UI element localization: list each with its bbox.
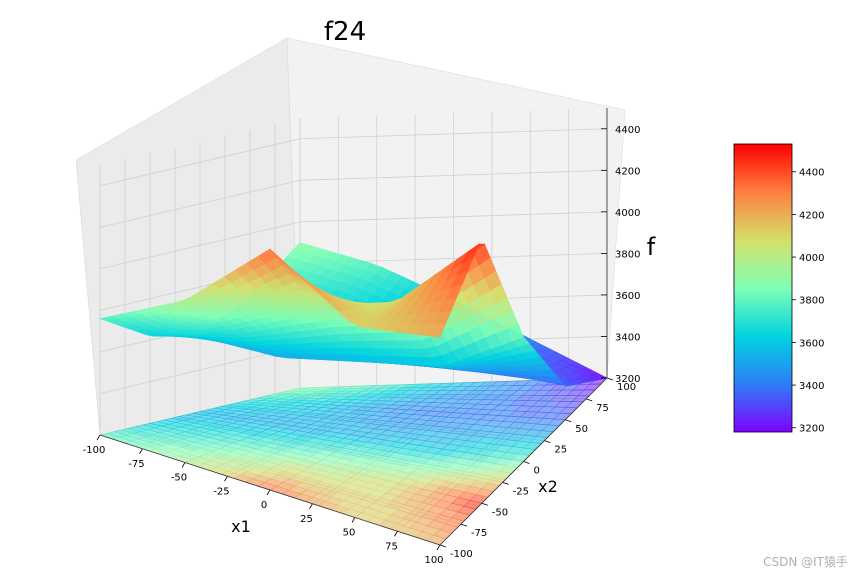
x-tick-label: 75 bbox=[385, 541, 398, 552]
y-tick-label: 25 bbox=[554, 445, 567, 456]
y-tick-mark bbox=[606, 377, 614, 381]
x-tick-mark bbox=[394, 531, 398, 537]
axis-ticks: -100 -75 -50 -25 0 25 50 75 100 -100 -75 -50 -25 0 25 5… bbox=[83, 108, 640, 566]
x-tick-mark bbox=[351, 517, 356, 523]
z-axis-label: f bbox=[647, 233, 656, 261]
colorbar-ticks: 3200 3400 3600 3800 4000 4200 4400 bbox=[792, 168, 824, 435]
colorbar-tick-label: 4000 bbox=[799, 253, 824, 264]
x-tick-label: -50 bbox=[171, 473, 187, 484]
y-tick-mark bbox=[481, 502, 488, 506]
colorbar-tick-label: 4200 bbox=[799, 210, 824, 221]
y-tick-mark bbox=[544, 440, 551, 444]
x-tick-mark bbox=[96, 434, 101, 441]
z-tick-label: 4400 bbox=[615, 125, 640, 136]
colorbar: 3200 3400 3600 3800 4000 4200 4400 bbox=[733, 143, 824, 435]
x-tick-label: -100 bbox=[83, 445, 106, 456]
x-axis-label: x1 bbox=[231, 517, 251, 536]
z-tick-label: 3200 bbox=[615, 374, 640, 385]
back-left-pane bbox=[75, 37, 301, 436]
y-tick-mark bbox=[565, 419, 572, 423]
x-tick-mark bbox=[266, 489, 271, 496]
x-tick-label: 25 bbox=[300, 514, 313, 525]
watermark: CSDN @IT猿手 bbox=[763, 554, 848, 569]
x-axis-line bbox=[99, 434, 441, 546]
y-tick-label: -25 bbox=[513, 486, 529, 497]
y-tick-mark bbox=[460, 523, 468, 527]
y-tick-label: 0 bbox=[534, 466, 540, 477]
x-tick-label: 0 bbox=[261, 500, 267, 511]
colorbar-tick-label: 3600 bbox=[799, 338, 824, 349]
z-tick-label: 3800 bbox=[615, 249, 640, 260]
y-tick-mark bbox=[523, 461, 530, 464]
y-tick-mark bbox=[502, 481, 509, 485]
y-tick-label: 75 bbox=[596, 403, 609, 414]
x-tick-mark bbox=[224, 476, 228, 482]
colorbar-tick-label: 3800 bbox=[799, 296, 824, 307]
surface-patch bbox=[428, 323, 447, 338]
y-axis-label: x2 bbox=[538, 477, 558, 496]
x-tick-label: 100 bbox=[424, 555, 443, 566]
x-tick-label: -75 bbox=[128, 459, 144, 470]
x-tick-label: 50 bbox=[343, 528, 356, 539]
z-tick-label: 3400 bbox=[615, 332, 640, 343]
x-tick-label: -25 bbox=[213, 486, 229, 497]
y-tick-mark bbox=[585, 398, 593, 402]
chart-title: f24 bbox=[324, 17, 366, 47]
floor-contour-projection bbox=[99, 377, 608, 546]
y-tick-label: 100 bbox=[617, 382, 636, 393]
y-tick-label: -75 bbox=[471, 528, 487, 539]
y-tick-label: -100 bbox=[450, 549, 473, 560]
y-axis-line bbox=[439, 377, 608, 546]
x-tick-mark bbox=[181, 462, 186, 468]
y-tick-label: 50 bbox=[575, 424, 588, 435]
y-tick-mark bbox=[439, 544, 447, 548]
z-tick-label: 4200 bbox=[615, 166, 640, 177]
x-tick-mark bbox=[309, 503, 313, 509]
colorbar-tick-label: 3200 bbox=[799, 424, 824, 435]
colorbar-tick-label: 4400 bbox=[799, 168, 824, 179]
colorbar-gradient bbox=[733, 143, 793, 433]
x-tick-mark bbox=[139, 448, 143, 454]
z-tick-label: 4000 bbox=[615, 208, 640, 219]
colorbar-tick-label: 3400 bbox=[799, 381, 824, 392]
surface-plot bbox=[98, 242, 608, 387]
y-tick-label: -50 bbox=[492, 507, 508, 518]
x-tick-mark bbox=[436, 544, 441, 551]
z-tick-label: 3600 bbox=[615, 291, 640, 302]
